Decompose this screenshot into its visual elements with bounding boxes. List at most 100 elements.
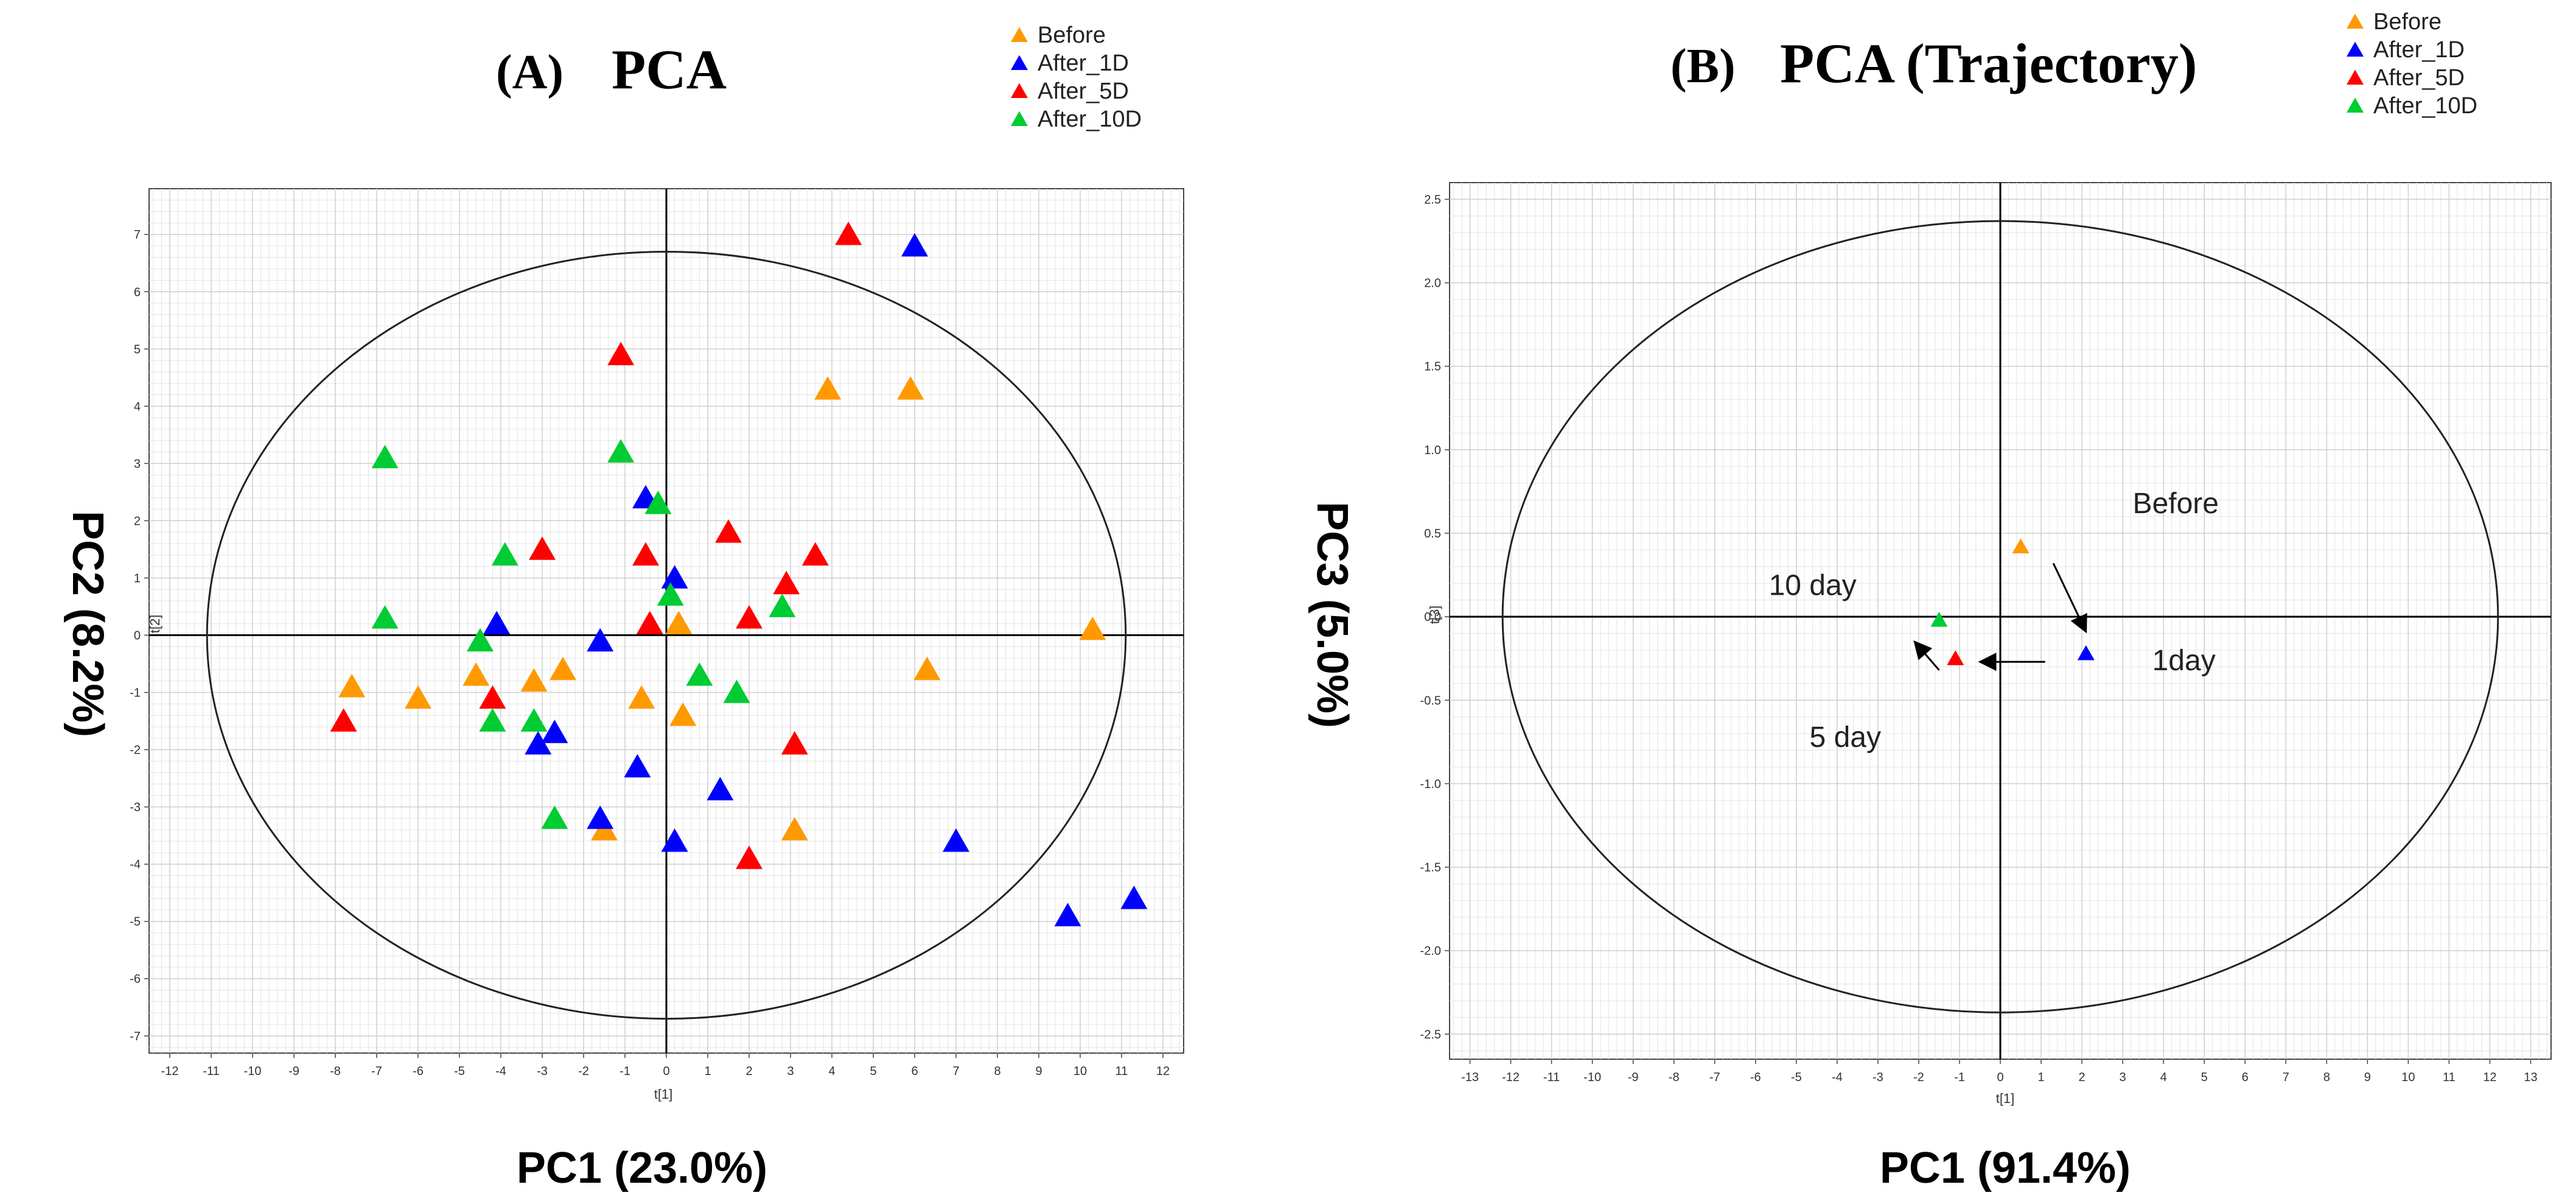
panel-a-point-after-1d [661,828,688,852]
panel-a-y-tick-label: -3 [130,801,141,814]
panel-a-x-tick-label: 5 [870,1065,876,1078]
panel-a-y-tick-label: -5 [130,916,141,929]
panel-b-x-tick-label: 3 [2120,1071,2126,1084]
panel-b-y-tick-label: 0.5 [1424,527,1441,541]
panel-a-point-after-1d [943,828,969,852]
panel-a-confidence-ellipse [206,250,1127,1020]
panel-a-y-tick-label: -6 [130,973,141,986]
panel-b-trajectory-arrow [2052,562,2087,634]
panel-a-x-tick-label: -12 [161,1065,179,1078]
panel-a-y-tick-label: -2 [130,744,141,757]
panel-a-point-after-1d [707,777,734,800]
panel-a-legend: Before After_1D After_5D After_10D [1011,23,1142,132]
panel-a-y-tick-label: 1 [134,572,141,585]
panel-a-y-tick-label: 5 [134,343,141,356]
panel-b-annotation: Before [2133,488,2219,520]
panel-a-y-tick-label: -1 [130,687,141,700]
panel-b-points [1930,538,2095,665]
panel-a-x-tick-label: 12 [1156,1065,1170,1078]
panel-b-y-tick-label: -1.0 [1420,777,1441,791]
panel-b-x-tick-label: 9 [2364,1071,2371,1084]
panel-b-x-tick-label: 7 [2283,1071,2289,1084]
panel-a-legend-marker [1011,111,1028,127]
panel-a-point-before [550,656,576,681]
panel-a-point-after-5d [632,542,659,566]
panel-a-point-after-1d [901,233,928,257]
panel-a-point-after-5d [715,519,742,543]
panel-a-point-before [781,817,808,841]
panel-b-label: (B) [1670,40,1736,93]
panel-a-point-after-10d [371,444,399,469]
panel-b-ylabel: PC3 (5.0%) [1308,502,1356,728]
panel-b-x-tick-label: 4 [2160,1071,2167,1084]
panel-a-y-tick-label: 7 [134,228,141,242]
panel-a-point-after-5d [801,542,829,566]
panel-a-legend-marker [1011,27,1028,43]
panel-b-y-small-label: t[3] [1427,606,1442,625]
panel-b-legend-label: After_10D [2373,93,2477,119]
panel-b-x-tick-label: -3 [1873,1071,1883,1084]
panel-a-x-tick-label: -9 [288,1065,299,1078]
panel-b-x-tick-label: -7 [1709,1071,1720,1084]
panel-a-point-after-1d [1054,903,1081,926]
panel-b-axes [1450,183,2551,1059]
panel-b-ticks: -13 -12 -11 -10 -9 -8 -7 -6 -5 -4 -3 -2 -1 0 1 2 3 4 5 6 7 8 9… [1420,193,2538,1084]
panel-a-point-after-10d [644,491,672,514]
panel-b-x-tick-label: 11 [2443,1071,2456,1084]
panel-a-x-tick-label: -3 [537,1065,548,1078]
panel-a-point-before [913,656,941,681]
panel-b-trajectory-arrow [1913,640,1940,671]
panel-a-point-after-5d [636,611,663,635]
panel-b-x-tick-label: -4 [1832,1071,1843,1084]
panel-a-point-after-10d [541,805,568,829]
panel-b-x-tick-label: -11 [1543,1071,1560,1084]
panel-a-legend-label: Before [1038,23,1106,48]
panel-a-point-after-10d [657,582,684,606]
panel-a-legend-marker [1011,83,1028,99]
panel-b-legend-label: Before [2373,9,2442,35]
panel-a-point-before [897,376,924,400]
panel-a-legend-label: After_1D [1038,51,1129,76]
panel-a-point-after-1d [483,611,511,635]
panel-a-x-tick-label: -4 [495,1065,506,1078]
panel-a-y-tick-label: 0 [134,629,141,643]
panel-b-title: PCA (Trajectory) [1780,32,2197,94]
panel-b-x-small-label: t[1] [1996,1091,2015,1106]
panel-a-x-tick-label: 11 [1115,1065,1128,1078]
panel-a-point-after-10d [686,662,713,686]
panel-a-y-tick-label: 3 [134,457,141,471]
panel-a-x-tick-label: -11 [203,1065,219,1078]
panel-a-point-after-5d [773,570,800,595]
panel-b-point-after-1d [2077,645,2095,660]
panel-a-point-before [338,673,366,698]
panel-a-point-before [665,611,693,635]
panel-a-x-tick-label: -5 [454,1065,465,1078]
panel-b-x-tick-label: -12 [1502,1071,1520,1084]
panel-a-point-after-5d [835,222,862,245]
panel-b-x-tick-label: -6 [1750,1071,1761,1084]
panel-a-x-tick-label: 2 [745,1065,752,1078]
panel-a-x-tick-label: 6 [911,1065,918,1078]
panel-a-point-after-1d [1120,885,1148,909]
panel-b-legend-marker [2347,13,2364,29]
panel-b-x-tick-label: -2 [1913,1071,1924,1084]
panel-a-points [330,222,1148,926]
panel-b-y-tick-label: 1.5 [1424,360,1441,374]
panel-b-x-tick-label: 5 [2201,1071,2208,1084]
panel-a-point-after-1d [541,720,568,743]
panel-a-x-tick-label: -2 [578,1065,589,1078]
panel-b-x-tick-label: 2 [2079,1071,2086,1084]
panel-a-legend-marker [1011,55,1028,71]
panel-b-x-tick-label: 12 [2483,1071,2496,1084]
panel-b-x-tick-label: 0 [1997,1071,2003,1084]
panel-b-y-tick-label: -2.0 [1420,945,1441,958]
panel-a-point-after-1d [525,731,552,755]
panel-a-x-tick-label: -10 [244,1065,262,1078]
panel-b-annotations: Before 1day 10 day 5 day [1769,488,2219,754]
panel-b-x-tick-label: 8 [2323,1071,2330,1084]
panel-b-x-tick-label: 1 [2037,1071,2044,1084]
panel-a-y-tick-label: 4 [134,400,141,413]
panel-a-y-small-label: t[2] [147,615,162,634]
